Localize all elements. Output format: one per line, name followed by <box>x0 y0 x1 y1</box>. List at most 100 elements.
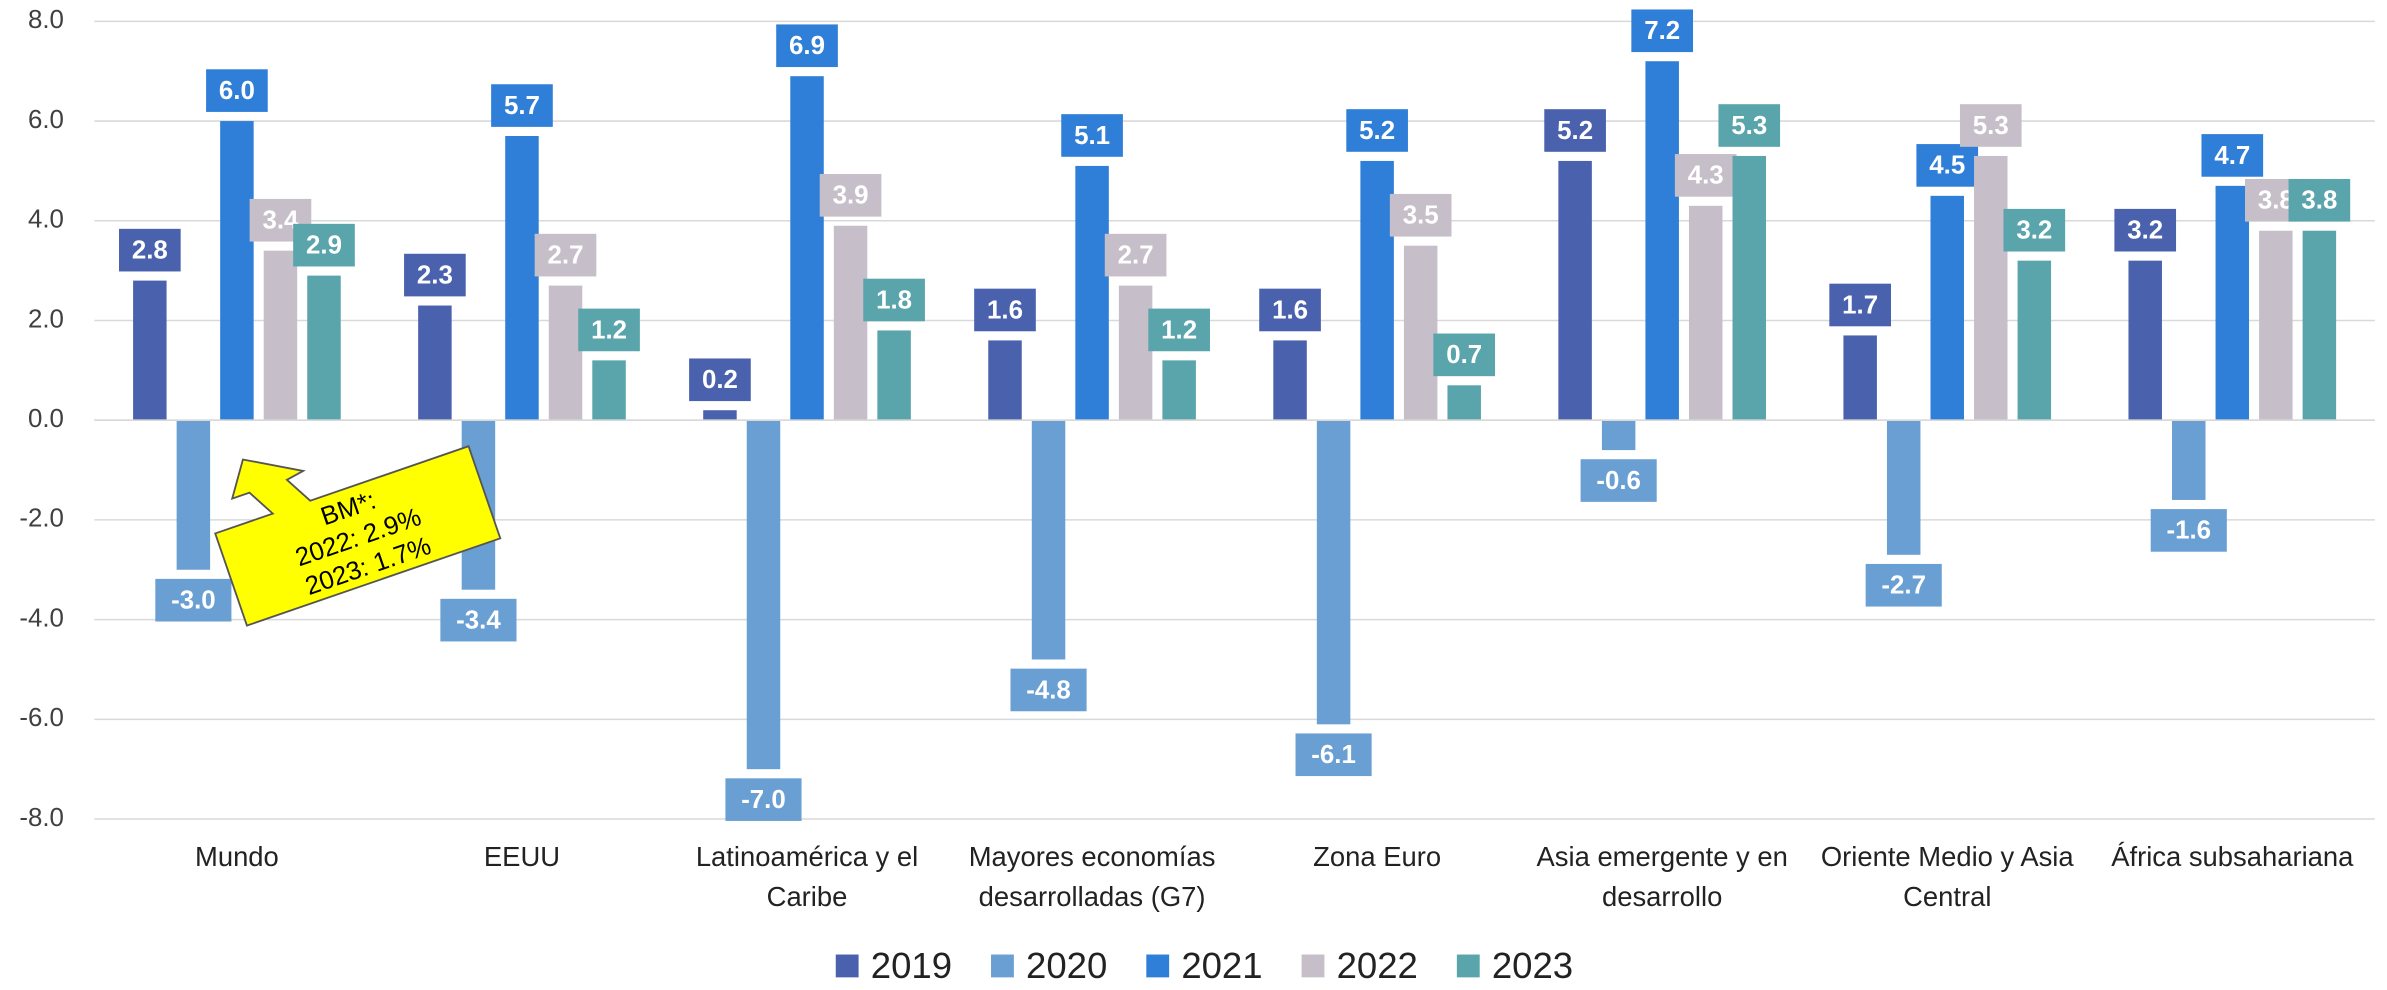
data-label-box <box>1959 104 2022 147</box>
data-label-box <box>1433 333 1496 377</box>
data-label: -7.0 <box>741 786 786 814</box>
x-tick-label-box: EEUU <box>483 841 561 873</box>
data-label: 5.2 <box>1359 117 1395 145</box>
data-label: 1.6 <box>1272 296 1308 324</box>
bar <box>505 136 539 421</box>
data-label: 4.7 <box>2214 142 2250 170</box>
data-label: -1.6 <box>2166 517 2211 545</box>
data-label: 1.2 <box>1161 316 1197 344</box>
bar <box>592 360 626 421</box>
bar <box>307 275 341 421</box>
legend-label: 2021 <box>1181 945 1262 985</box>
data-label: 1.2 <box>591 316 627 344</box>
data-label: 5.2 <box>1557 117 1593 145</box>
data-label: 4.3 <box>1688 162 1724 190</box>
x-tick-label-box: Mundo <box>194 841 279 873</box>
y-tick-label: -6.0 <box>19 704 64 732</box>
data-label-box <box>1829 283 1891 327</box>
data-label-box <box>1580 459 1657 502</box>
bar <box>1273 340 1307 421</box>
bar <box>263 250 298 421</box>
bar <box>1316 420 1351 725</box>
data-label-box <box>2150 509 2227 552</box>
bar <box>1688 205 1723 421</box>
bar <box>1360 160 1394 421</box>
y-tick-label: -2.0 <box>19 505 64 533</box>
y-tick-label: 0.0 <box>28 405 64 433</box>
data-label: -2.7 <box>1881 572 1926 600</box>
bar <box>2017 260 2052 421</box>
data-label: 4.5 <box>1929 152 1965 180</box>
data-label: 5.7 <box>504 92 540 120</box>
y-tick-label: 6.0 <box>28 106 64 134</box>
data-label: 7.2 <box>1644 17 1680 45</box>
data-label-box <box>1865 563 1942 607</box>
legend-swatch <box>991 954 1014 978</box>
data-label-box <box>1295 733 1372 777</box>
data-label-box <box>863 278 925 322</box>
legend-label: 2022 <box>1337 945 1418 985</box>
data-label: 1.7 <box>1842 291 1878 319</box>
data-label-box <box>578 308 640 352</box>
x-tick-label: Mundo <box>194 841 279 873</box>
y-tick-label: 8.0 <box>28 6 64 34</box>
data-label: 1.6 <box>987 296 1023 324</box>
data-label-box <box>1010 668 1087 712</box>
bar <box>746 420 781 770</box>
bar <box>1031 420 1066 660</box>
x-tick-label: Asia emergente y en desarrollo <box>1536 841 1788 912</box>
data-label: 6.0 <box>219 77 255 105</box>
bar <box>2172 420 2206 500</box>
data-label: -0.6 <box>1596 467 1641 495</box>
data-label-box <box>1259 288 1321 332</box>
x-tick-label: Oriente Medio y Asia Central <box>1820 841 2074 912</box>
x-tick-label: África subsahariana <box>2111 841 2354 873</box>
bar <box>1075 165 1109 421</box>
annotation: BM*: 2022: 2.9% 2023: 1.7% <box>214 445 502 627</box>
data-label: 1.8 <box>876 286 912 314</box>
data-label-box <box>206 69 268 112</box>
data-label: 2.3 <box>417 261 453 289</box>
data-label-box <box>293 223 355 267</box>
bar <box>2215 185 2250 421</box>
bars: 2.8 -3.0 6.0 3.42.9 2.3 -3.4 5.7 2.7 1.2 0.2 -7.0 6… <box>94 9 2375 821</box>
bar <box>988 340 1022 421</box>
bar <box>1930 195 1964 421</box>
legend-swatch <box>835 954 859 978</box>
legend: 2019 2020 2021 2022 2023 <box>835 945 1573 986</box>
annotation-box <box>214 445 502 627</box>
legend-label: 2023 <box>1492 945 1573 985</box>
x-tick-label: Zona Euro <box>1313 841 1442 873</box>
bar <box>548 285 583 421</box>
x-tick-label-box: Mayores economías desarrolladas (G7) <box>969 842 1216 912</box>
data-label-box <box>974 288 1036 332</box>
data-label: 3.5 <box>1403 202 1439 230</box>
data-label: 5.3 <box>1731 112 1767 140</box>
legend-swatch <box>1456 954 1480 978</box>
data-label: -6.1 <box>1311 741 1356 769</box>
bar <box>1732 155 1767 421</box>
bar <box>2259 230 2293 421</box>
x-tick-label: EEUU <box>483 841 561 873</box>
data-label-box <box>534 233 597 277</box>
data-label-box <box>404 253 466 297</box>
data-label-box <box>1346 109 1408 152</box>
bar <box>1162 360 1196 421</box>
data-label-box <box>1148 308 1210 352</box>
data-label: 6.9 <box>789 32 825 60</box>
data-label-box <box>725 778 802 821</box>
data-label-box <box>1631 9 1694 53</box>
data-label-box <box>1544 109 1606 152</box>
data-label-box <box>689 358 751 402</box>
data-label-box <box>1674 154 1737 197</box>
x-tick-label-box: Asia emergente y en desarrollo <box>1536 841 1788 912</box>
data-label-box <box>2114 208 2177 252</box>
data-label: 3.9 <box>833 182 869 210</box>
data-label-box <box>776 24 838 68</box>
bar <box>877 330 911 421</box>
data-label-box <box>155 578 232 622</box>
bar <box>1843 335 1877 421</box>
data-label: 3.2 <box>2127 217 2163 245</box>
